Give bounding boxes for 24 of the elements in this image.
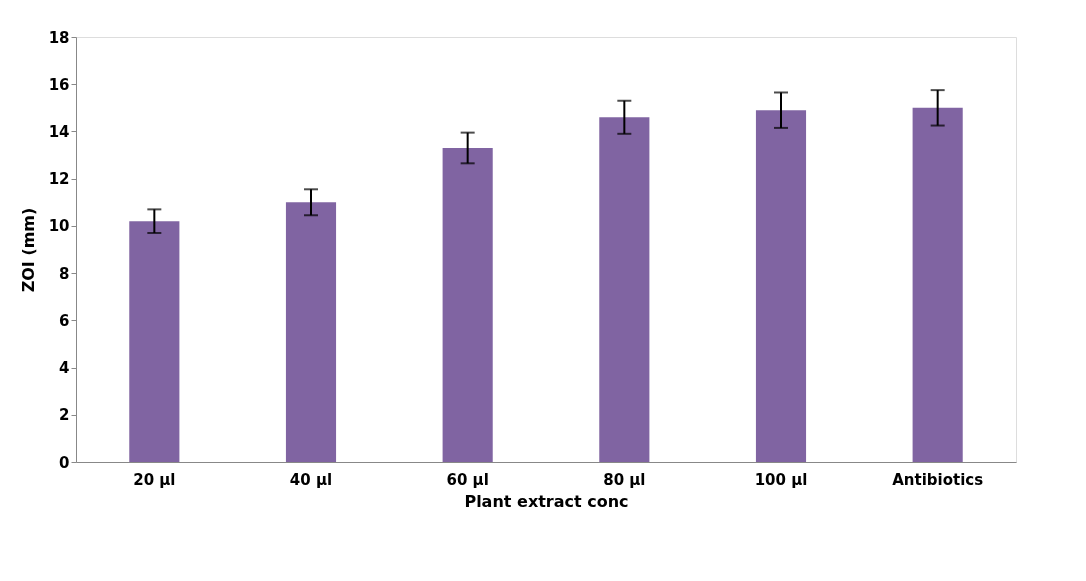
bar bbox=[912, 107, 963, 462]
y-tick-label: 6 bbox=[59, 311, 70, 330]
y-tick-label: 0 bbox=[59, 453, 70, 472]
bar bbox=[285, 202, 337, 462]
y-tick-label: 12 bbox=[48, 170, 70, 189]
bar bbox=[442, 147, 493, 462]
y-tick-label: 8 bbox=[59, 264, 70, 283]
x-tick-label: 60 µl bbox=[446, 470, 489, 489]
bar bbox=[129, 221, 180, 462]
x-tick-label: 20 µl bbox=[133, 470, 176, 489]
x-axis-title: Plant extract conc bbox=[464, 491, 629, 511]
bar bbox=[599, 117, 650, 462]
y-tick-label: 16 bbox=[48, 75, 70, 94]
y-tick-label: 4 bbox=[59, 359, 70, 378]
bar bbox=[755, 110, 807, 462]
x-tick-label: 100 µl bbox=[754, 470, 808, 489]
y-tick-label: 10 bbox=[48, 217, 70, 236]
x-tick-label: Antibiotics bbox=[892, 470, 984, 489]
y-axis-title: ZOI (mm) bbox=[18, 207, 38, 293]
x-tick-label: 80 µl bbox=[603, 470, 646, 489]
y-tick-label: 2 bbox=[59, 406, 70, 425]
y-tick-label: 14 bbox=[48, 122, 70, 141]
y-tick-label: 18 bbox=[48, 28, 70, 47]
x-tick-label: 40 µl bbox=[289, 470, 333, 489]
